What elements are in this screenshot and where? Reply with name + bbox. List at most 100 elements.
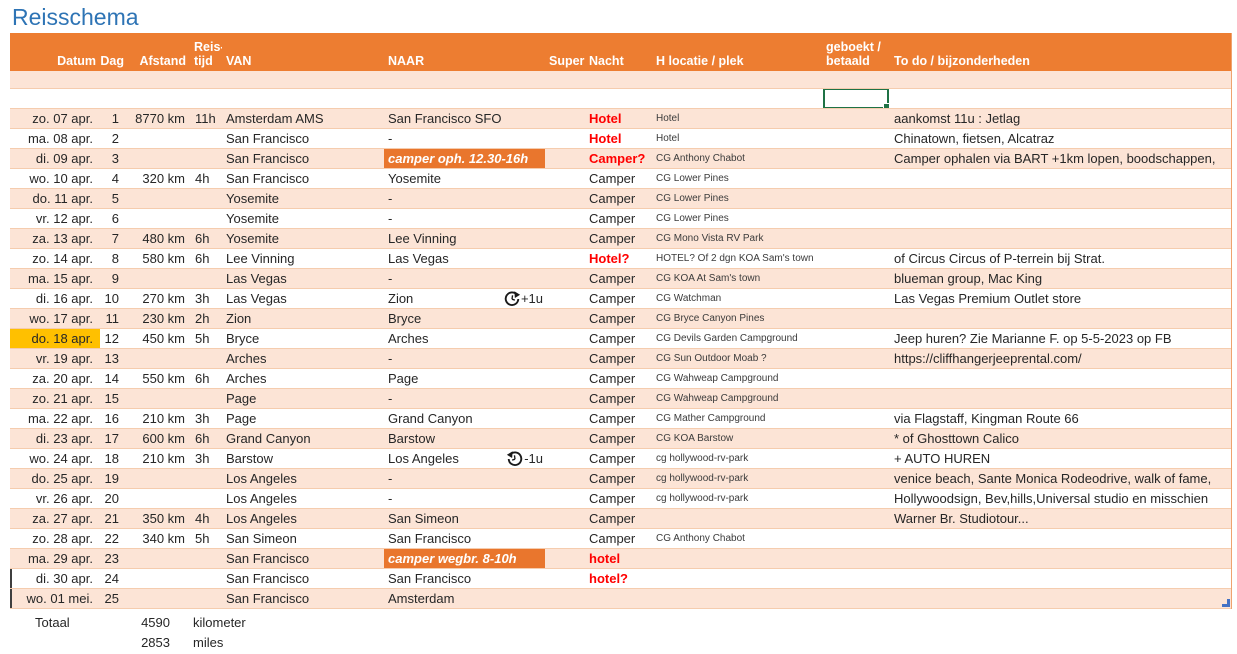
cell-datum[interactable]: do. 11 apr. xyxy=(32,191,93,206)
cell-van[interactable]: Las Vegas xyxy=(226,291,287,306)
cell-afstand[interactable]: 550 km xyxy=(142,371,185,386)
cell-nacht[interactable]: hotel xyxy=(589,551,621,566)
cell-naar[interactable]: Amsterdam xyxy=(384,589,545,608)
cell-todo[interactable]: Warner Br. Studiotour... xyxy=(894,511,1029,526)
cell-dag[interactable]: 9 xyxy=(111,271,119,286)
header-van[interactable]: VAN xyxy=(226,54,252,68)
cell-nacht[interactable]: Camper xyxy=(589,371,636,386)
cell-afstand[interactable] xyxy=(128,589,190,608)
cell-h-locatie[interactable]: Hotel xyxy=(656,113,680,124)
cell-naar[interactable]: camper wegbr. 8-10h xyxy=(384,549,545,568)
cell-afstand[interactable]: 340 km xyxy=(142,531,185,546)
cell-super[interactable] xyxy=(545,569,585,588)
cell-geboekt[interactable] xyxy=(822,429,890,448)
cell-nacht[interactable]: Camper xyxy=(589,471,636,486)
total-miles-unit[interactable]: miles xyxy=(193,634,224,650)
cell-naar[interactable]: - xyxy=(384,129,545,148)
cell-geboekt[interactable] xyxy=(822,569,890,588)
header-nacht[interactable]: Nacht xyxy=(589,54,624,68)
cell-super[interactable] xyxy=(545,389,585,408)
cell-h-locatie[interactable] xyxy=(652,509,822,528)
cell-nacht[interactable]: Camper xyxy=(589,171,636,186)
cell-dag[interactable]: 19 xyxy=(104,471,119,486)
cell-afstand[interactable]: 210 km xyxy=(142,411,185,426)
cell-naar[interactable]: San Francisco xyxy=(384,529,545,548)
cell-super[interactable] xyxy=(545,229,585,248)
cell-h-locatie[interactable]: CG Devils Garden Campground xyxy=(656,333,798,344)
cell-afstand[interactable] xyxy=(128,129,190,148)
cell-datum[interactable]: vr. 26 apr. xyxy=(35,491,93,506)
cell-dag[interactable]: 18 xyxy=(104,451,119,466)
header-reistijd[interactable]: Reis-tijd xyxy=(194,40,222,68)
cell-todo[interactable] xyxy=(890,189,1231,208)
cell-van[interactable]: Lee Vinning xyxy=(226,251,295,266)
cell-van[interactable]: San Simeon xyxy=(226,531,297,546)
cell-van[interactable]: Los Angeles xyxy=(226,511,297,526)
cell-dag[interactable]: 24 xyxy=(104,571,119,586)
cell-naar[interactable]: Lee Vinning xyxy=(384,229,545,248)
cell-reistijd[interactable] xyxy=(190,469,222,488)
cell-h-locatie[interactable]: cg hollywood-rv-park xyxy=(656,453,749,464)
cell-van[interactable]: Amsterdam AMS xyxy=(226,111,324,126)
cell-dag[interactable]: 14 xyxy=(104,371,119,386)
cell-todo[interactable]: via Flagstaff, Kingman Route 66 xyxy=(894,411,1079,426)
cell-reistijd[interactable]: 4h xyxy=(195,171,210,186)
cell-geboekt[interactable] xyxy=(822,409,890,428)
cell-dag[interactable]: 13 xyxy=(104,351,119,366)
cell-afstand[interactable] xyxy=(128,149,190,168)
cell-dag[interactable]: 4 xyxy=(111,171,119,186)
cell-geboekt[interactable] xyxy=(822,229,890,248)
cell-naar[interactable]: Grand Canyon xyxy=(384,409,545,428)
cell-super[interactable] xyxy=(545,129,585,148)
cell-super[interactable] xyxy=(545,429,585,448)
cell-super[interactable] xyxy=(545,149,585,168)
cell-todo[interactable] xyxy=(890,309,1231,328)
cell-nacht[interactable]: Camper xyxy=(589,411,636,426)
cell-datum[interactable]: zo. 28 apr. xyxy=(32,531,93,546)
cell-datum[interactable]: vr. 12 apr. xyxy=(35,211,93,226)
cell-van[interactable]: San Francisco xyxy=(226,171,310,186)
cell-super[interactable] xyxy=(545,469,585,488)
cell-afstand[interactable] xyxy=(128,209,190,228)
cell-afstand[interactable]: 320 km xyxy=(142,171,185,186)
cell-datum[interactable]: di. 09 apr. xyxy=(35,151,93,166)
cell-afstand[interactable] xyxy=(128,189,190,208)
cell-nacht[interactable]: Camper xyxy=(589,271,636,286)
cell-geboekt[interactable] xyxy=(822,549,890,568)
cell-afstand[interactable] xyxy=(128,469,190,488)
cell-afstand[interactable]: 8770 km xyxy=(135,111,185,126)
cell-todo[interactable]: Las Vegas Premium Outlet store xyxy=(894,291,1082,306)
cell-geboekt[interactable] xyxy=(822,189,890,208)
cell-geboekt[interactable] xyxy=(822,169,890,188)
cell-reistijd[interactable] xyxy=(190,389,222,408)
header-dag[interactable]: Dag xyxy=(100,54,124,68)
cell-naar[interactable]: - xyxy=(384,389,545,408)
cell-van[interactable]: San Francisco xyxy=(226,551,310,566)
cell-naar[interactable]: San Francisco xyxy=(384,569,545,588)
cell-h-locatie[interactable]: CG Lower Pines xyxy=(656,193,729,204)
cell-van[interactable]: San Francisco xyxy=(226,131,310,146)
cell-geboekt[interactable] xyxy=(822,249,890,268)
cell-nacht[interactable]: Camper xyxy=(589,191,636,206)
cell-datum[interactable]: zo. 07 apr. xyxy=(32,111,93,126)
cell-h-locatie[interactable] xyxy=(652,589,822,608)
blank-row[interactable] xyxy=(10,89,1231,109)
cell-geboekt[interactable] xyxy=(822,469,890,488)
cell-reistijd[interactable]: 3h xyxy=(195,411,210,426)
cell-naar[interactable]: San Simeon xyxy=(384,509,545,528)
cell-van[interactable]: San Francisco xyxy=(226,591,310,606)
cell-super[interactable] xyxy=(545,249,585,268)
cell-h-locatie[interactable]: CG KOA At Sam's town xyxy=(656,273,761,284)
cell-naar[interactable]: - xyxy=(384,469,545,488)
active-cell-selection[interactable] xyxy=(823,89,890,108)
cell-afstand[interactable] xyxy=(128,489,190,508)
cell-geboekt[interactable] xyxy=(822,529,890,548)
cell-geboekt[interactable] xyxy=(822,209,890,228)
cell-nacht[interactable]: Hotel xyxy=(589,131,622,146)
cell-todo[interactable]: venice beach, Sante Monica Rodeodrive, w… xyxy=(894,471,1212,486)
cell-dag[interactable]: 15 xyxy=(104,391,119,406)
cell-datum[interactable]: zo. 14 apr. xyxy=(32,251,93,266)
cell-geboekt[interactable] xyxy=(822,389,890,408)
cell-todo[interactable] xyxy=(890,549,1231,568)
cell-reistijd[interactable]: 4h xyxy=(195,511,210,526)
